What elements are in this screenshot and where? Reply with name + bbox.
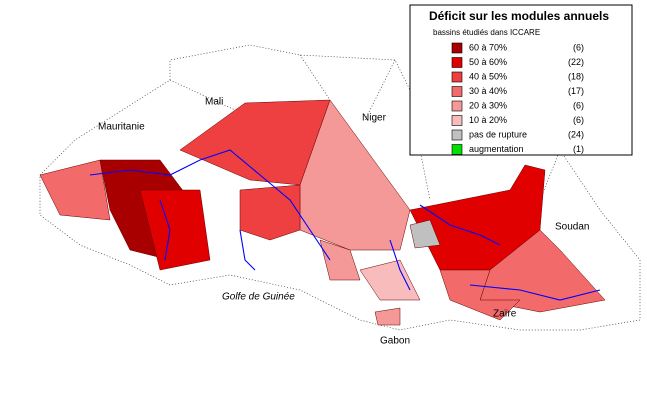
legend-label: augmentation xyxy=(469,144,524,154)
basin xyxy=(139,189,211,271)
legend-label: 50 à 60% xyxy=(469,57,507,67)
legend-swatch xyxy=(451,144,463,155)
legend-count: (24) xyxy=(568,129,584,139)
legend-count: (17) xyxy=(568,86,584,96)
map-labels: Mauritanie Mali Niger Soudan Golfe de Gu… xyxy=(98,97,589,347)
legend-label: pas de rupture xyxy=(469,129,527,139)
basin xyxy=(409,219,441,249)
country-label: Mauritanie xyxy=(98,122,145,133)
country-label: Zaïre xyxy=(493,309,517,320)
legend-swatch xyxy=(451,100,463,112)
legend-label: 60 à 70% xyxy=(469,42,507,52)
legend-count: (6) xyxy=(573,100,584,110)
legend-swatch xyxy=(451,71,463,83)
legend-count: (1) xyxy=(573,144,584,154)
country-label: Mali xyxy=(205,97,223,108)
legend-count: (18) xyxy=(568,71,584,81)
legend-count: (6) xyxy=(573,115,584,125)
basin xyxy=(39,159,111,221)
legend-label: 30 à 40% xyxy=(469,86,507,96)
basin xyxy=(239,184,301,241)
legend-swatch xyxy=(451,57,463,68)
sea-label: Golfe de Guinée xyxy=(222,292,295,303)
country-label: Gabon xyxy=(380,336,410,347)
legend-label: 40 à 50% xyxy=(469,71,507,81)
basin xyxy=(359,259,421,301)
basins xyxy=(39,99,606,326)
country-label: Soudan xyxy=(555,222,589,233)
legend-count: (6) xyxy=(573,42,584,52)
legend-swatch xyxy=(451,129,463,141)
country-borders xyxy=(39,44,641,331)
legend-box xyxy=(409,4,633,156)
country-label: Niger xyxy=(362,113,387,124)
legend-swatch xyxy=(451,86,463,97)
legend-label: 10 à 20% xyxy=(469,115,507,125)
legend-count: (22) xyxy=(568,57,584,67)
basin xyxy=(374,307,401,326)
legend-label: 20 à 30% xyxy=(469,100,507,110)
legend: Déficit sur les modules annuels bassins … xyxy=(409,4,633,156)
basin xyxy=(319,239,361,281)
legend-swatch xyxy=(451,42,463,54)
legend-subtitle: bassins étudiés dans ICCARE xyxy=(433,28,540,37)
legend-title: Déficit sur les modules annuels xyxy=(429,9,609,23)
basin xyxy=(439,269,521,321)
legend-swatch xyxy=(451,115,463,126)
rivers xyxy=(89,149,601,301)
